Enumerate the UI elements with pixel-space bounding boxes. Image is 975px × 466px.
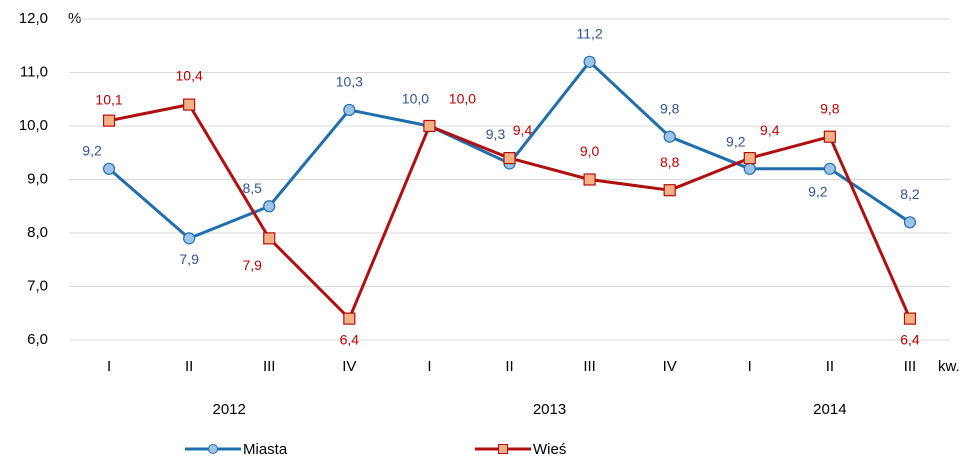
value-label: 8,8 bbox=[660, 154, 680, 170]
y-tick-label: 9,0 bbox=[27, 170, 48, 187]
point bbox=[823, 130, 836, 143]
x-tick-label: I bbox=[107, 358, 111, 375]
point bbox=[343, 312, 356, 325]
value-label: 9,2 bbox=[82, 143, 102, 159]
point bbox=[823, 162, 836, 175]
x-tick-label: II bbox=[505, 358, 513, 375]
y-tick-label: 12,0 bbox=[19, 10, 48, 27]
point bbox=[503, 152, 516, 165]
value-label: 7,9 bbox=[242, 257, 262, 273]
x-group-label: 2014 bbox=[813, 401, 846, 418]
legend-label: Miasta bbox=[243, 441, 288, 458]
y-tick-label: 11,0 bbox=[20, 63, 48, 80]
point bbox=[743, 162, 756, 175]
y-tick-label: 8,0 bbox=[27, 224, 48, 241]
legend-marker bbox=[498, 444, 508, 454]
value-label: 10,0 bbox=[402, 91, 429, 107]
point bbox=[183, 98, 196, 111]
value-label: 9,8 bbox=[820, 100, 840, 116]
x-group-label: 2013 bbox=[533, 401, 566, 418]
y-unit-label: % bbox=[68, 10, 81, 27]
value-label: 11,2 bbox=[576, 26, 602, 42]
value-label: 10,0 bbox=[449, 91, 476, 107]
value-label: 7,9 bbox=[179, 251, 199, 267]
point bbox=[903, 312, 917, 325]
point bbox=[102, 114, 116, 127]
point bbox=[903, 216, 917, 229]
y-tick-label: 10,0 bbox=[19, 117, 48, 134]
point bbox=[743, 152, 756, 165]
legend-label: Wieś bbox=[533, 441, 566, 458]
x-group-label: 2012 bbox=[212, 401, 245, 418]
value-label: 9,4 bbox=[760, 122, 780, 138]
x-tick-label: III bbox=[583, 358, 596, 375]
x-tick-label: I bbox=[427, 358, 431, 375]
x-tick-label: I bbox=[748, 358, 752, 375]
value-label: 9,3 bbox=[486, 126, 506, 142]
x-unit-label: kw. bbox=[938, 358, 960, 375]
point bbox=[102, 162, 116, 175]
value-label: 10,1 bbox=[95, 91, 122, 107]
x-tick-label: II bbox=[826, 358, 834, 375]
value-label: 9,0 bbox=[580, 143, 600, 159]
value-label: 9,8 bbox=[660, 100, 680, 116]
value-label: 8,5 bbox=[242, 180, 262, 196]
x-tick-label: IV bbox=[663, 358, 677, 375]
x-tick-label: III bbox=[904, 358, 917, 375]
point bbox=[183, 232, 196, 245]
point bbox=[583, 173, 596, 186]
point bbox=[583, 55, 596, 68]
value-label: 6,4 bbox=[340, 331, 360, 347]
point bbox=[263, 200, 276, 213]
y-tick-label: 6,0 bbox=[27, 331, 48, 348]
point bbox=[663, 130, 676, 143]
value-label: 9,4 bbox=[513, 122, 533, 138]
value-label: 10,3 bbox=[336, 74, 363, 90]
value-label: 9,2 bbox=[808, 184, 828, 200]
x-tick-label: III bbox=[263, 358, 276, 375]
legend-marker bbox=[208, 444, 218, 454]
series-line bbox=[108, 60, 911, 240]
x-tick-label: II bbox=[185, 358, 193, 375]
value-label: 10,4 bbox=[176, 67, 203, 83]
value-label: 8,2 bbox=[900, 186, 920, 202]
x-tick-label: IV bbox=[342, 358, 356, 375]
value-label: 6,4 bbox=[900, 331, 920, 347]
point bbox=[263, 232, 276, 245]
value-label: 9,2 bbox=[726, 134, 746, 150]
y-tick-label: 7,0 bbox=[27, 277, 48, 294]
point bbox=[423, 119, 436, 133]
point bbox=[343, 103, 356, 117]
point bbox=[663, 184, 676, 197]
